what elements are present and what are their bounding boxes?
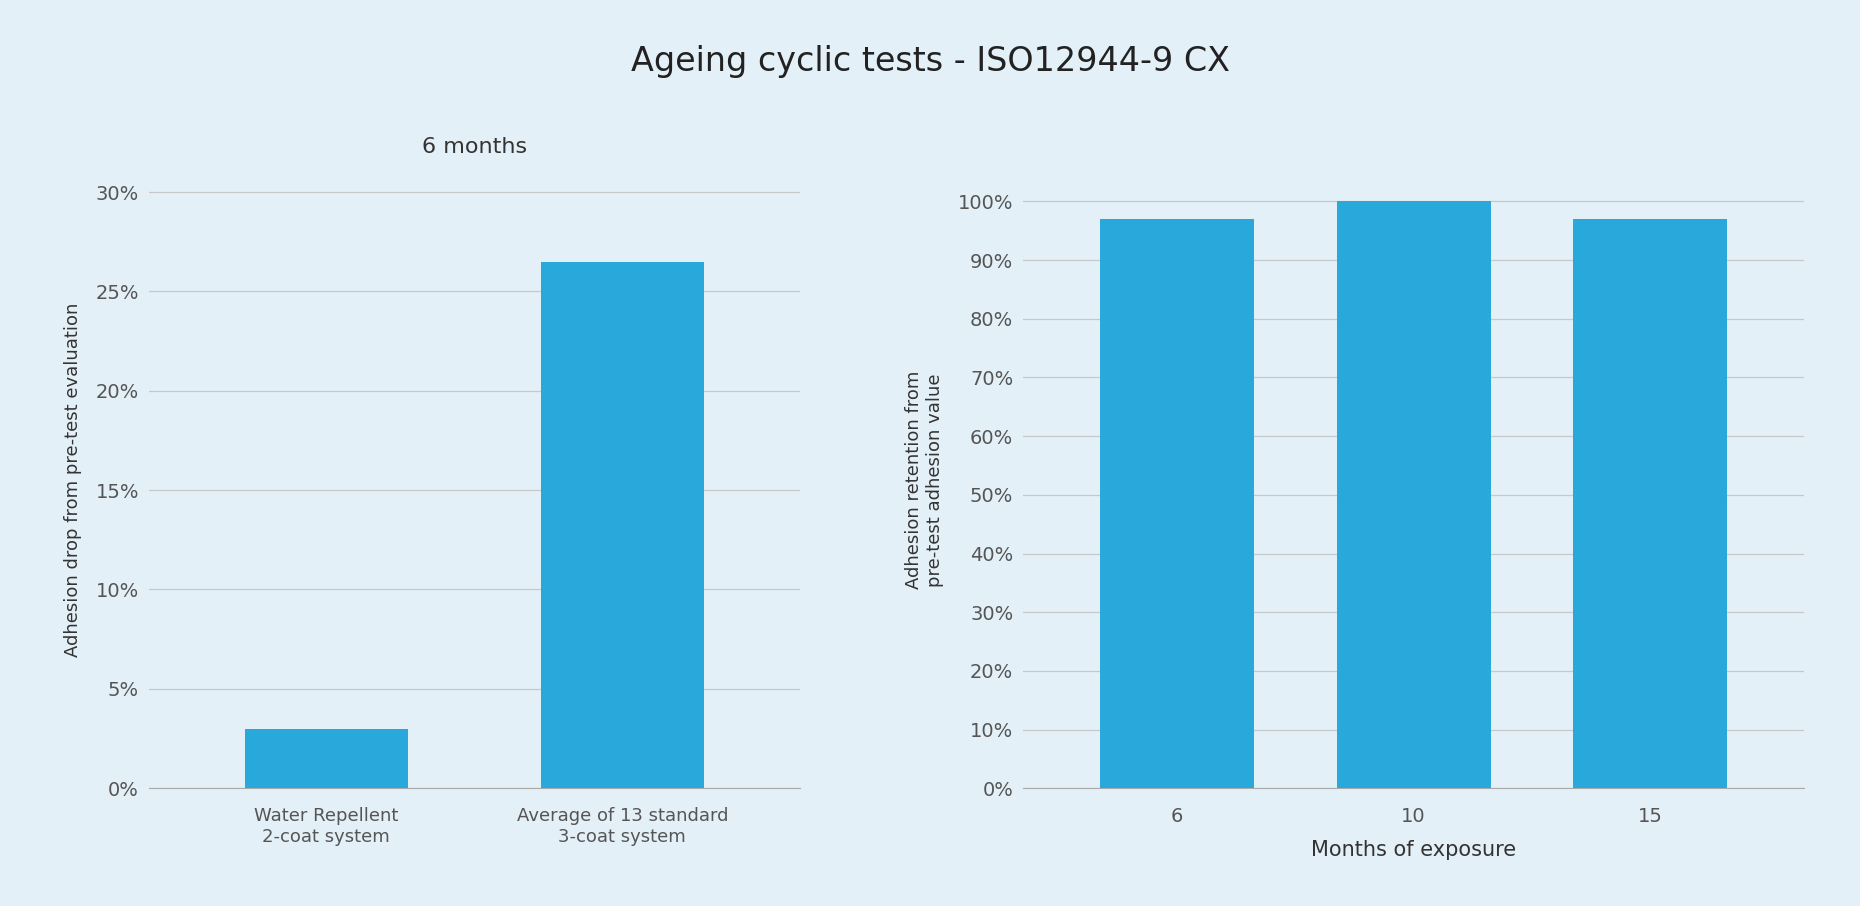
Y-axis label: Adhesion retention from
pre-test adhesion value: Adhesion retention from pre-test adhesio… xyxy=(906,371,943,590)
X-axis label: Months of exposure: Months of exposure xyxy=(1311,840,1516,860)
Bar xyxy=(1337,201,1490,788)
Y-axis label: Adhesion drop from pre-test evaluation: Adhesion drop from pre-test evaluation xyxy=(63,303,82,658)
Text: Ageing cyclic tests - ISO12944-9 CX: Ageing cyclic tests - ISO12944-9 CX xyxy=(631,45,1229,78)
Bar xyxy=(1574,219,1728,788)
Bar xyxy=(246,728,407,788)
Title: 6 months: 6 months xyxy=(422,137,526,157)
Bar xyxy=(541,262,703,788)
Bar xyxy=(1099,219,1254,788)
